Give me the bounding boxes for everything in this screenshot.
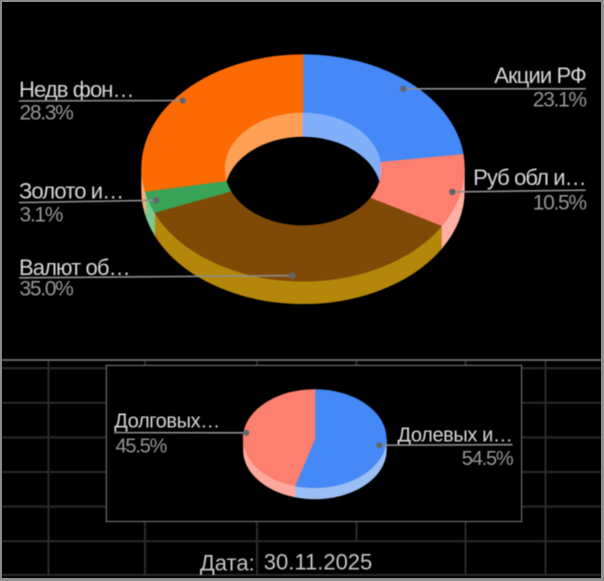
svg-text:28.3%: 28.3% [20,102,74,125]
svg-text:Дата:: Дата: [200,551,255,576]
svg-text:Недв фон…: Недв фон… [19,77,134,102]
svg-text:Долговых…: Долговых… [114,411,220,433]
svg-text:Долевых и…: Долевых и… [398,425,513,447]
svg-text:45.5%: 45.5% [116,435,168,457]
svg-text:3.1%: 3.1% [20,204,63,227]
svg-text:23.1%: 23.1% [533,88,587,111]
svg-text:Валют об…: Валют об… [19,255,130,280]
svg-text:Акции РФ: Акции РФ [494,63,586,88]
svg-text:Золото и…: Золото и… [19,178,123,203]
svg-text:30.11.2025: 30.11.2025 [264,550,372,575]
svg-text:54.5%: 54.5% [462,448,514,470]
svg-text:35.0%: 35.0% [20,278,74,301]
svg-text:Руб обл и…: Руб обл и… [473,165,586,190]
svg-text:10.5%: 10.5% [533,191,587,214]
